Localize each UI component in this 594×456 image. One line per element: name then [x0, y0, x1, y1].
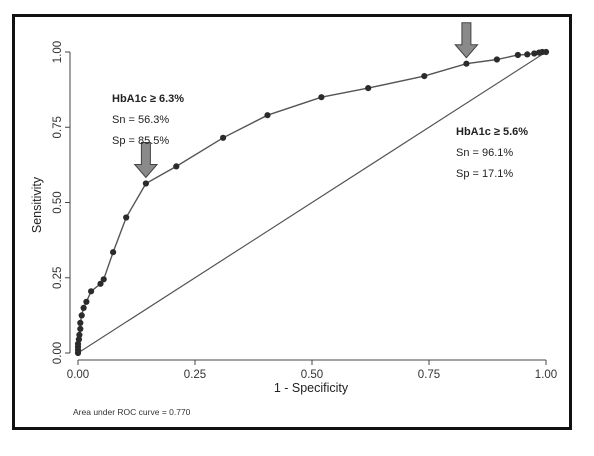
roc-point [173, 163, 180, 170]
annotation-sn-1: Sn = 56.3% [112, 114, 169, 126]
annotation-sp-1: Sp = 85.5% [112, 135, 169, 147]
y-tick-label: 0.50 [52, 191, 64, 213]
annotation-title-1: HbA1c ≥ 6.3% [112, 93, 184, 105]
roc-point [77, 319, 84, 326]
figure-frame: 0.00 0.25 0.50 0.75 1.00 0.00 0.25 0.50 0.75 1.00… [12, 14, 572, 430]
roc-point [220, 134, 227, 141]
annotation-arrow-2 [454, 22, 479, 59]
x-tick-label: 0.00 [67, 369, 89, 381]
roc-point [78, 312, 85, 319]
roc-point [97, 280, 104, 287]
roc-point [463, 60, 470, 67]
x-tick-label: 0.50 [301, 369, 323, 381]
roc-point [318, 94, 325, 101]
y-tick-label: 1.00 [52, 41, 64, 63]
roc-point [531, 50, 538, 57]
roc-point [75, 336, 82, 343]
roc-point [142, 180, 149, 187]
roc-point [76, 331, 83, 338]
axes: 0.00 0.25 0.50 0.75 1.00 0.00 0.25 0.50 0.75 1.00 [52, 41, 557, 381]
roc-point [264, 112, 271, 119]
roc-point [123, 214, 130, 221]
y-tick-label: 0.25 [52, 267, 64, 289]
reference-diagonal [77, 51, 547, 354]
annotation-arrow-1 [133, 142, 159, 179]
roc-point [514, 51, 521, 59]
reference-line [77, 51, 547, 354]
x-tick-label: 1.00 [535, 369, 557, 381]
roc-point [524, 51, 531, 58]
roc-curve [74, 48, 550, 357]
roc-point [365, 85, 372, 92]
x-axis-title: 1 - Specificity [274, 381, 349, 395]
roc-point [493, 56, 500, 63]
roc-point [100, 276, 107, 283]
roc-point [421, 73, 428, 80]
annotation-sp-2: Sp = 17.1% [456, 168, 513, 180]
annotations: HbA1c ≥ 6.3% Sn = 56.3% Sp = 85.5% HbA1c ≥ … [112, 22, 528, 180]
roc-chart: 0.00 0.25 0.50 0.75 1.00 0.00 0.25 0.50 0.75 1.00… [30, 22, 557, 417]
roc-point [77, 325, 84, 332]
annotation-sn-2: Sn = 96.1% [456, 147, 513, 159]
roc-point [88, 288, 95, 295]
roc-point [80, 304, 87, 311]
auc-note: Area under ROC curve = 0.770 [73, 407, 191, 417]
roc-point [110, 249, 117, 256]
roc-point [542, 48, 550, 56]
y-axis-title: Sensitivity [30, 176, 44, 233]
roc-point [83, 298, 90, 305]
y-tick-label: 0.75 [52, 116, 64, 138]
y-tick-label: 0.00 [52, 342, 64, 364]
x-tick-label: 0.75 [418, 369, 440, 381]
annotation-title-2: HbA1c ≥ 5.6% [456, 126, 528, 138]
x-tick-label: 0.25 [184, 369, 206, 381]
